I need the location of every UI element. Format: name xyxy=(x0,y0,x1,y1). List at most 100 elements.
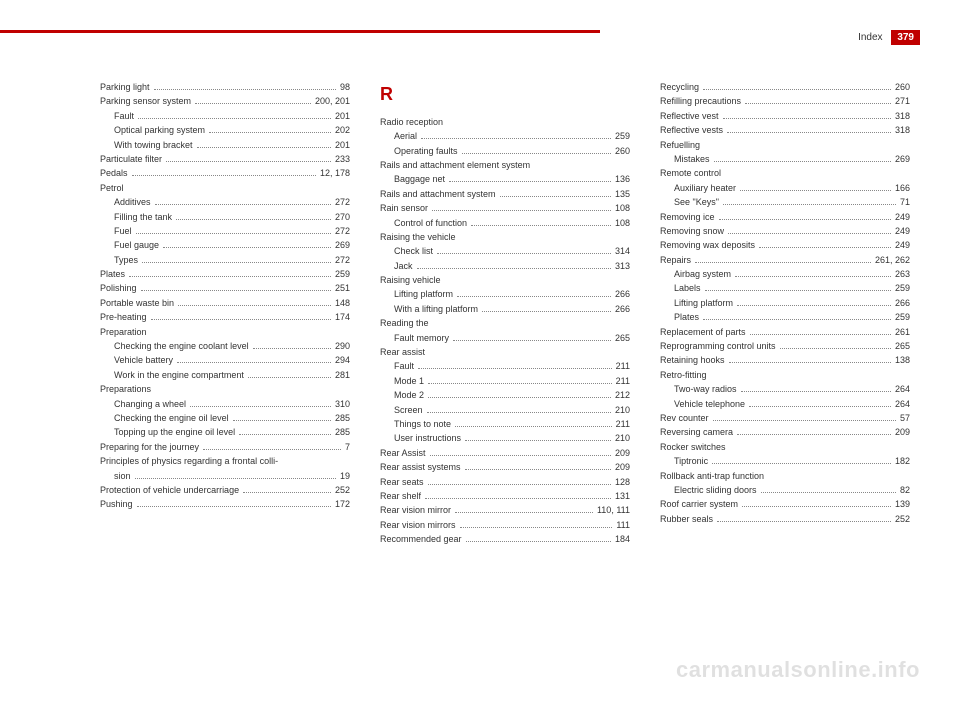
index-entry-page: 201 xyxy=(335,138,350,152)
index-entry-page: 251 xyxy=(335,281,350,295)
index-columns: Parking light 98 Parking sensor system 200,… xyxy=(100,80,910,547)
index-entry-page: 131 xyxy=(615,489,630,503)
index-entry-page: 259 xyxy=(335,267,350,281)
index-entry-label: sion xyxy=(114,469,131,483)
index-entry-page: 252 xyxy=(335,483,350,497)
leader-dots xyxy=(759,247,891,248)
index-entry-label: Refilling precautions xyxy=(660,94,741,108)
index-entry: Pre-heating174 xyxy=(100,310,350,324)
index-entry-page: 201 xyxy=(335,109,350,123)
index-heading: Remote control xyxy=(660,166,910,180)
index-subentry: Auxiliary heater166 xyxy=(660,181,910,195)
index-entry-page: 290 xyxy=(335,339,350,353)
index-heading: Refuelling xyxy=(660,138,910,152)
index-entry-label: Rear assist systems xyxy=(380,460,461,474)
index-entry: Rails and attachment system135 xyxy=(380,187,630,201)
leader-dots xyxy=(713,420,896,421)
index-entry-label: Reflective vest xyxy=(660,109,719,123)
top-accent-bar xyxy=(0,30,600,33)
index-entry-label: Rear Assist xyxy=(380,446,426,460)
index-entry-page: 166 xyxy=(895,181,910,195)
leader-dots xyxy=(741,391,891,392)
leader-dots xyxy=(465,469,611,470)
index-entry-label: Repairs xyxy=(660,253,691,267)
header-title: Index xyxy=(858,32,882,43)
index-entry-label: Rev counter xyxy=(660,411,709,425)
leader-dots xyxy=(425,498,611,499)
index-entry-page: 263 xyxy=(895,267,910,281)
index-entry-label: Replacement of parts xyxy=(660,325,746,339)
index-entry-label: Reversing camera xyxy=(660,425,733,439)
index-subentry: Vehicle battery294 xyxy=(100,353,350,367)
index-entry-label: Parking sensor system xyxy=(100,94,191,108)
index-entry: Plates259 xyxy=(100,267,350,281)
index-entry-page: 110, 111 xyxy=(597,503,630,517)
index-entry-label: Control of function xyxy=(394,216,467,230)
index-heading: Retro-fitting xyxy=(660,368,910,382)
index-entry-page: 98 xyxy=(340,80,350,94)
index-subentry: Tiptronic182 xyxy=(660,454,910,468)
index-entry-page: 209 xyxy=(615,446,630,460)
index-entry-page: 172 xyxy=(335,497,350,511)
leader-dots xyxy=(137,506,331,507)
leader-dots xyxy=(154,89,336,90)
leader-dots xyxy=(742,506,891,507)
index-entry-label: Fuel xyxy=(114,224,132,238)
index-subentry: Lifting platform266 xyxy=(660,296,910,310)
index-entry: Rear vision mirror110, 111 xyxy=(380,503,630,517)
index-entry-label: Polishing xyxy=(100,281,137,295)
leader-dots xyxy=(780,348,891,349)
index-entry-label: Pedals xyxy=(100,166,128,180)
index-entry-label: Removing wax deposits xyxy=(660,238,755,252)
index-entry-page: 318 xyxy=(895,109,910,123)
index-entry-page: 7 xyxy=(345,440,350,454)
index-entry-page: 212 xyxy=(615,388,630,402)
index-entry-page: 200, 201 xyxy=(315,94,350,108)
leader-dots xyxy=(462,153,611,154)
index-entry-label: Rain sensor xyxy=(380,201,428,215)
index-entry: Recommended gear184 xyxy=(380,532,630,546)
leader-dots xyxy=(465,440,611,441)
leader-dots xyxy=(449,181,611,182)
index-subentry: Fault211 xyxy=(380,359,630,373)
index-subentry: Filling the tank270 xyxy=(100,210,350,224)
index-entry-label: Optical parking system xyxy=(114,123,205,137)
index-subentry: Lifting platform266 xyxy=(380,287,630,301)
index-entry-label: Additives xyxy=(114,195,151,209)
index-entry-page: 264 xyxy=(895,397,910,411)
leader-dots xyxy=(166,161,331,162)
index-entry-page: 182 xyxy=(895,454,910,468)
leader-dots xyxy=(430,455,611,456)
index-heading: Reading the xyxy=(380,316,630,330)
index-entry-page: 259 xyxy=(615,129,630,143)
index-entry-page: 184 xyxy=(615,532,630,546)
index-entry-label: Reprogramming control units xyxy=(660,339,776,353)
section-letter: R xyxy=(380,80,630,109)
index-entry-page: 249 xyxy=(895,210,910,224)
index-entry: Replacement of parts261 xyxy=(660,325,910,339)
index-entry-label: Particulate filter xyxy=(100,152,162,166)
index-column-3: Recycling260Refilling precautions271Refl… xyxy=(660,80,910,547)
index-entry: Pushing172 xyxy=(100,497,350,511)
index-subentry: Checking the engine coolant level290 xyxy=(100,339,350,353)
index-entry-page: 252 xyxy=(895,512,910,526)
leader-dots xyxy=(705,290,891,291)
leader-dots xyxy=(471,225,611,226)
index-entry: Parking light 98 xyxy=(100,80,350,94)
index-entry-label: Screen xyxy=(394,403,423,417)
index-entry-label: Changing a wheel xyxy=(114,397,186,411)
index-subentry: Topping up the engine oil level285 xyxy=(100,425,350,439)
index-entry-label: Check list xyxy=(394,244,433,258)
index-entry-label: Parking light xyxy=(100,80,150,94)
index-entry-page: 139 xyxy=(895,497,910,511)
index-subentry: Check list314 xyxy=(380,244,630,258)
index-entry-label: Topping up the engine oil level xyxy=(114,425,235,439)
index-subentry: With a lifting platform266 xyxy=(380,302,630,316)
leader-dots xyxy=(418,368,612,369)
index-entry-page: 210 xyxy=(615,403,630,417)
index-entry-page: 269 xyxy=(895,152,910,166)
leader-dots xyxy=(703,319,891,320)
index-heading: Petrol xyxy=(100,181,350,195)
index-entry-page: 249 xyxy=(895,238,910,252)
index-subentry: Operating faults260 xyxy=(380,144,630,158)
